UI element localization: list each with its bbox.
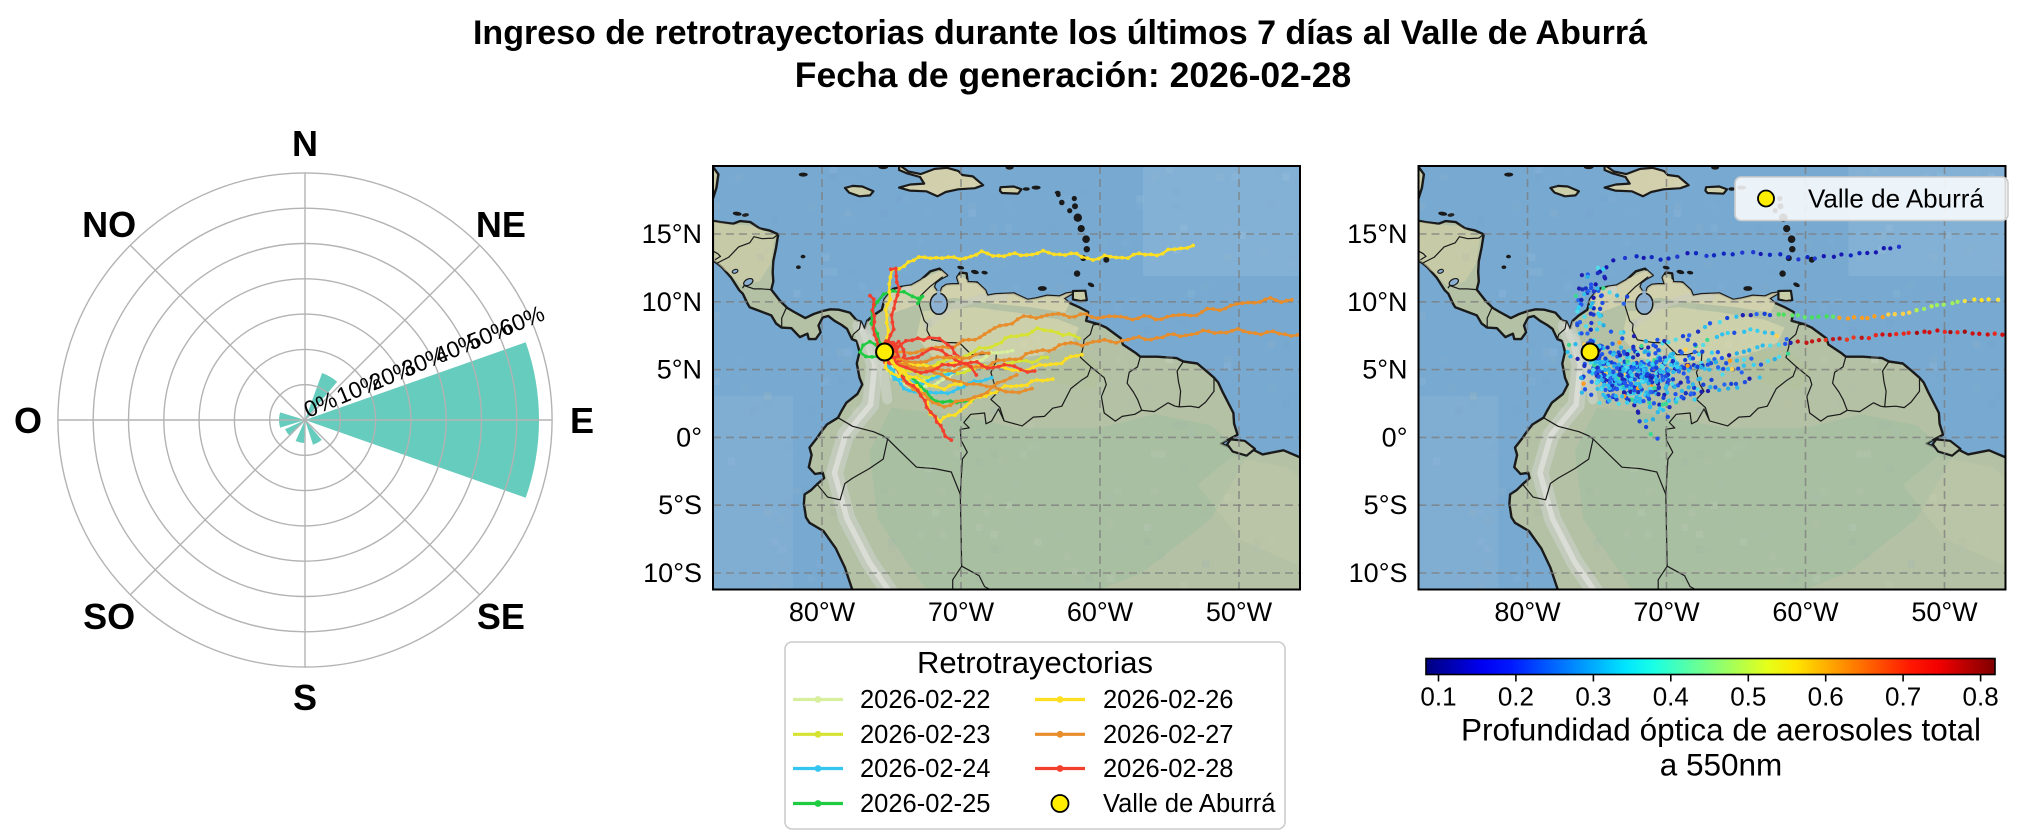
svg-text:0°: 0° <box>676 422 702 452</box>
svg-text:5°N: 5°N <box>1362 355 1407 385</box>
svg-text:Retrotrayectorias: Retrotrayectorias <box>917 645 1153 680</box>
svg-text:2026-02-28: 2026-02-28 <box>1103 755 1233 783</box>
svg-text:0.6: 0.6 <box>1808 682 1844 712</box>
svg-text:NE: NE <box>476 204 526 245</box>
svg-text:70°W: 70°W <box>928 597 995 627</box>
svg-text:2026-02-24: 2026-02-24 <box>860 755 990 783</box>
svg-text:E: E <box>570 400 594 441</box>
svg-text:0.7: 0.7 <box>1885 682 1921 712</box>
svg-text:0.4: 0.4 <box>1653 682 1689 712</box>
svg-text:80°W: 80°W <box>1494 597 1561 627</box>
svg-text:5°S: 5°S <box>658 490 702 520</box>
svg-text:0°: 0° <box>1382 422 1408 452</box>
svg-text:10°S: 10°S <box>643 558 702 588</box>
svg-text:2026-02-23: 2026-02-23 <box>860 721 990 749</box>
svg-text:15°N: 15°N <box>642 219 702 249</box>
svg-text:0.1: 0.1 <box>1420 682 1456 712</box>
svg-text:5°S: 5°S <box>1364 490 1408 520</box>
svg-text:2026-02-26: 2026-02-26 <box>1103 686 1233 714</box>
svg-text:10°N: 10°N <box>1347 287 1407 317</box>
svg-text:SE: SE <box>477 596 525 637</box>
svg-text:2026-02-25: 2026-02-25 <box>860 790 990 818</box>
svg-text:15°N: 15°N <box>1347 219 1407 249</box>
svg-text:10°S: 10°S <box>1349 558 1408 588</box>
svg-text:70°W: 70°W <box>1633 597 1700 627</box>
svg-text:Valle de Aburrá: Valle de Aburrá <box>1808 184 1984 214</box>
svg-text:NO: NO <box>82 204 136 245</box>
svg-text:60°W: 60°W <box>1772 597 1839 627</box>
svg-text:S: S <box>293 677 317 718</box>
svg-text:0.8: 0.8 <box>1963 682 1999 712</box>
svg-text:Fecha de generación: 2026-02-2: Fecha de generación: 2026-02-28 <box>795 55 1351 95</box>
svg-text:80°W: 80°W <box>789 597 856 627</box>
svg-text:2026-02-22: 2026-02-22 <box>860 686 990 714</box>
svg-text:50°W: 50°W <box>1911 597 1978 627</box>
svg-text:0.2: 0.2 <box>1498 682 1534 712</box>
svg-text:Ingreso de retrotrayectorias d: Ingreso de retrotrayectorias durante los… <box>473 14 1647 52</box>
svg-text:2026-02-27: 2026-02-27 <box>1103 721 1233 749</box>
svg-text:a 550nm: a 550nm <box>1660 747 1783 783</box>
svg-text:10°N: 10°N <box>642 287 702 317</box>
svg-text:SO: SO <box>83 596 135 637</box>
svg-text:0.5: 0.5 <box>1730 682 1766 712</box>
svg-text:O: O <box>14 400 42 441</box>
svg-text:50°W: 50°W <box>1206 597 1273 627</box>
svg-text:60°W: 60°W <box>1067 597 1134 627</box>
svg-text:0.3: 0.3 <box>1575 682 1611 712</box>
svg-text:Profundidad óptica de aerosole: Profundidad óptica de aerosoles total <box>1461 712 1981 748</box>
svg-text:Valle de Aburrá: Valle de Aburrá <box>1103 790 1276 818</box>
svg-text:5°N: 5°N <box>657 355 702 385</box>
svg-text:N: N <box>292 123 318 164</box>
